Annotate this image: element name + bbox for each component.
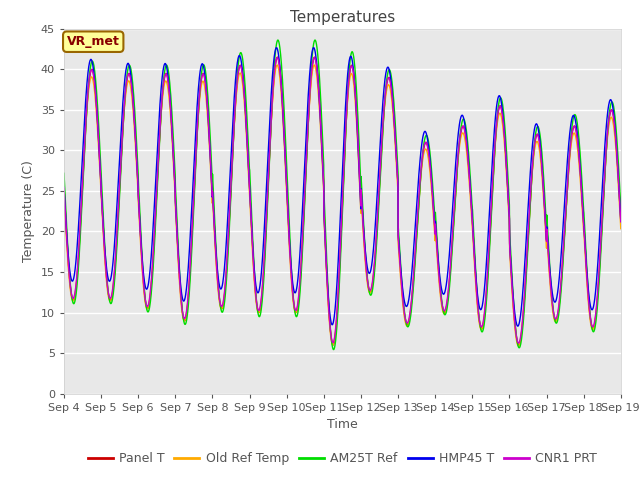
Title: Temperatures: Temperatures bbox=[290, 10, 395, 25]
X-axis label: Time: Time bbox=[327, 418, 358, 431]
Y-axis label: Temperature (C): Temperature (C) bbox=[22, 160, 35, 262]
Text: VR_met: VR_met bbox=[67, 35, 120, 48]
Legend: Panel T, Old Ref Temp, AM25T Ref, HMP45 T, CNR1 PRT: Panel T, Old Ref Temp, AM25T Ref, HMP45 … bbox=[83, 447, 602, 470]
